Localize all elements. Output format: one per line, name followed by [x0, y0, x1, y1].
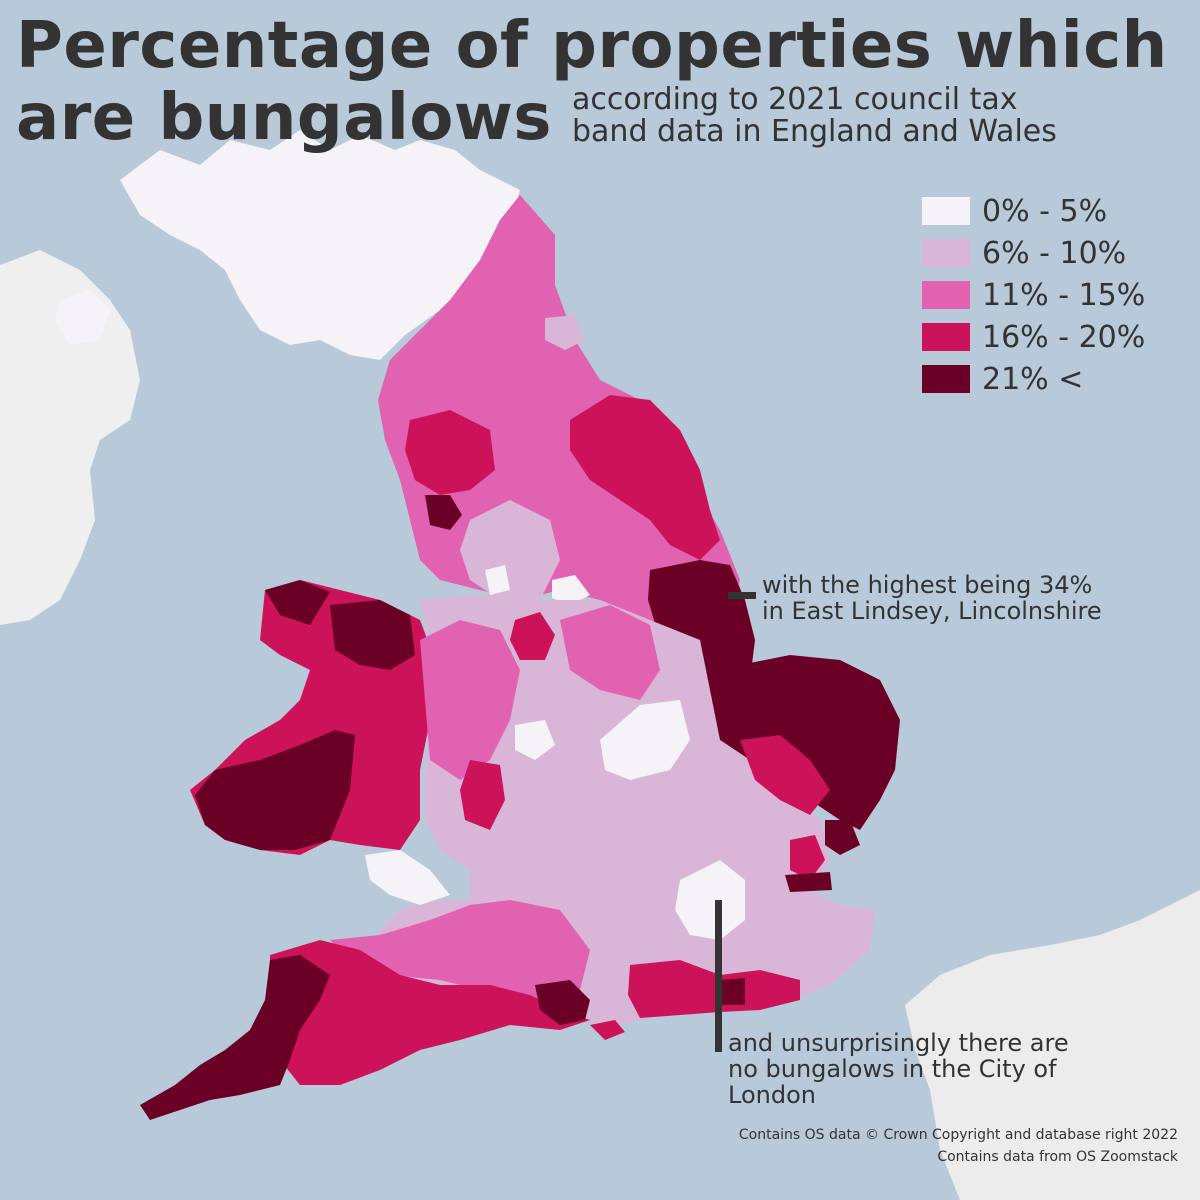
- east-red-1: [740, 735, 830, 815]
- south-pink: [330, 900, 590, 1010]
- annotation-highest-line-1: with the highest being 34%: [762, 571, 1093, 599]
- essex-dark: [825, 820, 860, 855]
- ireland-land: [0, 250, 140, 625]
- midlands-white-2: [515, 720, 555, 760]
- wales-north-dark: [265, 580, 330, 625]
- legend-swatch: [922, 281, 970, 309]
- essex-red: [790, 835, 825, 880]
- legend-swatch: [922, 323, 970, 351]
- midlands-pink-2: [560, 605, 660, 700]
- annotation-city-line-3: London: [728, 1081, 816, 1109]
- sussex-red: [628, 960, 800, 1018]
- legend-label: 6% - 10%: [982, 235, 1127, 271]
- north-dark-barrow: [425, 495, 462, 530]
- legend-swatch: [922, 197, 970, 225]
- sussex-dark: [720, 978, 745, 1005]
- north-white-1: [485, 565, 510, 595]
- city-of-london-marker-bar: [715, 900, 722, 1052]
- isle-of-wight-red: [590, 1020, 625, 1040]
- midlands-red-2: [460, 760, 505, 830]
- subtitle-line-2: band data in England and Wales: [572, 114, 1057, 149]
- credits: Contains OS data © Crown Copyright and d…: [739, 1124, 1178, 1168]
- legend-label: 16% - 20%: [982, 319, 1146, 355]
- title-line-1: Percentage of properties which: [16, 9, 1168, 83]
- north-red-east: [570, 395, 720, 560]
- annotation-city-line-1: and unsurprisingly there are: [728, 1029, 1069, 1057]
- midlands-red-1: [510, 612, 555, 660]
- dorset-dark: [535, 980, 590, 1025]
- midlands-pink-1: [420, 620, 520, 780]
- annotation-city-line-2: no bungalows in the City of: [728, 1055, 1057, 1083]
- north-light-1: [460, 500, 560, 600]
- subtitle: according to 2021 council tax band data …: [572, 84, 1057, 148]
- legend-label: 11% - 15%: [982, 277, 1146, 313]
- legend-label: 0% - 5%: [982, 193, 1108, 229]
- highest-marker-bar: [728, 592, 756, 599]
- europe-land: [905, 890, 1200, 1200]
- legend-item: 6% - 10%: [922, 232, 1145, 274]
- south-wales-white: [365, 850, 450, 905]
- legend-swatch: [922, 239, 970, 267]
- essex-dark-2: [785, 872, 832, 892]
- title-line-2: are bungalows: [16, 81, 552, 155]
- credits-line-2: Contains data from OS Zoomstack: [937, 1149, 1178, 1165]
- credits-line-1: Contains OS data © Crown Copyright and d…: [738, 1127, 1178, 1143]
- legend: 0% - 5% 6% - 10% 11% - 15% 16% - 20% 21%…: [922, 190, 1145, 400]
- legend-item: 11% - 15%: [922, 274, 1145, 316]
- london-white: [675, 860, 745, 940]
- page-title: Percentage of properties which are bunga…: [16, 10, 1168, 154]
- wales-north-dark-2: [330, 600, 415, 670]
- east-anglia-dark: [700, 655, 900, 830]
- cornwall-dark: [140, 955, 330, 1120]
- subtitle-line-1: according to 2021 council tax: [572, 82, 1018, 117]
- annotation-highest: with the highest being 34% in East Linds…: [762, 572, 1102, 624]
- scotland-land: [120, 130, 520, 360]
- legend-label: 21% <: [982, 361, 1084, 397]
- north-white-2: [552, 575, 590, 605]
- scotland-island: [55, 290, 110, 345]
- north-red-cumbria: [405, 410, 495, 495]
- legend-item: 21% <: [922, 358, 1145, 400]
- legend-swatch: [922, 365, 970, 393]
- south-red: [270, 940, 590, 1085]
- north-light-2: [545, 315, 585, 350]
- legend-item: 16% - 20%: [922, 316, 1145, 358]
- annotation-city-of-london: and unsurprisingly there are no bungalow…: [728, 1030, 1069, 1108]
- legend-item: 0% - 5%: [922, 190, 1145, 232]
- annotation-highest-line-2: in East Lindsey, Lincolnshire: [762, 597, 1102, 625]
- wales-west-dark: [195, 730, 355, 850]
- midlands-white-1: [600, 700, 690, 780]
